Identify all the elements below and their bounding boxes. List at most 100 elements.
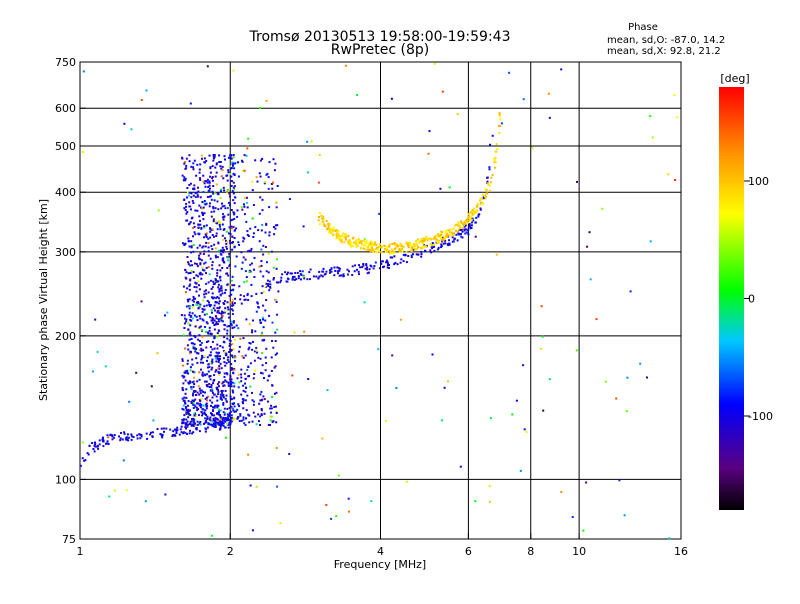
data-point [192, 295, 195, 298]
data-point [223, 328, 226, 331]
data-point [204, 374, 207, 377]
data-point [145, 89, 148, 92]
data-point [337, 474, 340, 477]
data-point [448, 234, 451, 237]
data-point [205, 304, 208, 307]
data-point [238, 350, 241, 353]
x-tick-label: 2 [227, 545, 234, 558]
data-point [184, 177, 187, 180]
data-point [230, 414, 233, 417]
data-point [436, 248, 439, 251]
data-point [292, 275, 294, 278]
data-point [119, 437, 122, 440]
data-point [201, 412, 204, 415]
phase-stats-heading: Phase [628, 22, 658, 33]
data-point [275, 447, 278, 449]
data-point [176, 426, 179, 429]
data-point [370, 265, 373, 268]
data-point [202, 390, 205, 393]
data-point [96, 350, 99, 353]
data-point [212, 406, 214, 409]
data-point [242, 418, 245, 421]
data-point [220, 316, 223, 319]
data-point [241, 401, 244, 403]
data-point [192, 304, 195, 306]
data-point [422, 237, 425, 240]
data-point [192, 390, 195, 392]
data-point [197, 385, 200, 388]
data-point [216, 307, 219, 310]
data-point [181, 374, 184, 377]
data-point [192, 419, 195, 422]
data-point [202, 404, 205, 407]
data-point [479, 208, 482, 211]
data-point [229, 395, 232, 398]
data-point [140, 434, 143, 436]
data-point [191, 418, 193, 421]
data-point [229, 204, 231, 207]
data-point [436, 235, 439, 238]
data-point [499, 118, 502, 121]
data-point [225, 372, 228, 375]
data-point [83, 459, 86, 462]
data-point [189, 182, 192, 185]
data-point [477, 203, 480, 206]
data-point [262, 253, 265, 256]
data-point [233, 385, 236, 388]
data-point [336, 231, 339, 234]
data-point [198, 215, 201, 218]
data-point [192, 385, 195, 388]
data-point [181, 418, 184, 421]
data-point [109, 433, 112, 436]
data-point [233, 302, 236, 305]
data-point [203, 293, 206, 296]
data-point [676, 116, 679, 119]
data-point [233, 174, 236, 177]
data-point [257, 413, 260, 416]
data-point [130, 433, 133, 436]
data-point [267, 176, 270, 179]
data-point [192, 235, 194, 238]
data-point [407, 246, 410, 249]
data-point [441, 240, 444, 243]
data-point [194, 349, 197, 352]
data-point [218, 351, 221, 354]
data-point [119, 439, 122, 442]
data-point [163, 430, 165, 433]
data-point [191, 358, 194, 361]
data-point [107, 443, 110, 446]
data-point [378, 267, 381, 270]
data-point [257, 356, 260, 359]
data-point [207, 237, 210, 240]
data-point [207, 395, 210, 398]
data-point [327, 227, 330, 230]
data-point [451, 236, 454, 239]
data-point [228, 295, 231, 297]
data-point [193, 412, 196, 415]
data-point [203, 157, 206, 160]
data-point [230, 323, 233, 326]
data-point [232, 321, 235, 324]
data-point [371, 242, 373, 245]
data-point [207, 186, 210, 188]
data-point [273, 392, 276, 395]
data-point [261, 209, 264, 212]
data-point [248, 249, 251, 252]
data-point [363, 248, 366, 251]
data-point [275, 421, 278, 424]
data-point [214, 166, 217, 169]
data-point [236, 416, 239, 419]
data-point [182, 418, 185, 421]
data-point [219, 362, 222, 365]
data-point [326, 389, 329, 392]
data-point [272, 266, 275, 269]
data-point [372, 250, 375, 253]
data-point [206, 366, 209, 369]
data-point [246, 292, 249, 295]
data-point [486, 180, 489, 183]
data-point [231, 389, 234, 392]
data-point [280, 279, 283, 282]
data-point [194, 390, 197, 393]
data-point [192, 202, 195, 204]
data-point [585, 481, 588, 484]
